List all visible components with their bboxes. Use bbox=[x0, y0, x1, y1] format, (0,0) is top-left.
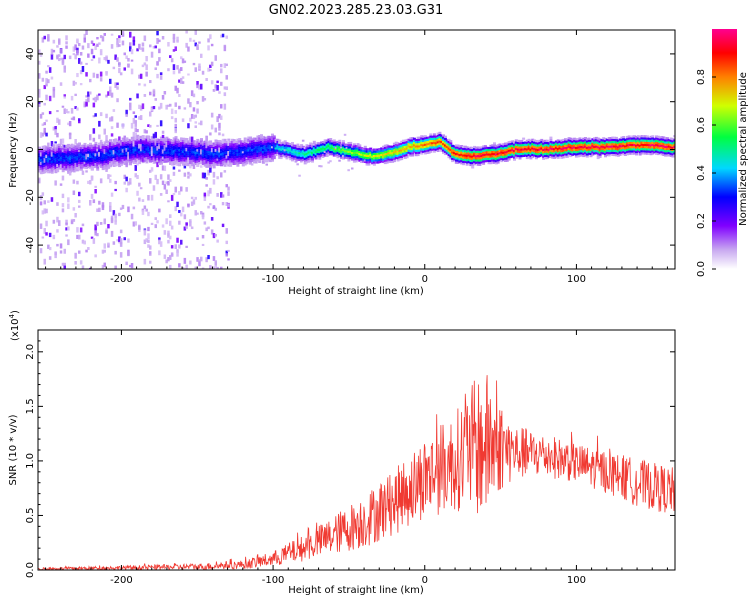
colorbar-label: Normalized spectral amplitude bbox=[738, 72, 749, 226]
snr-xtick-label: -200 bbox=[110, 575, 133, 586]
snr-xtick-label: 0 bbox=[422, 575, 428, 586]
colorbar-tick-label: 0.6 bbox=[696, 117, 707, 133]
spectrogram-xtick-label: 100 bbox=[567, 274, 586, 285]
colorbar-tick-label: 0.4 bbox=[696, 165, 707, 181]
spectrogram-ytick-label: -40 bbox=[25, 237, 36, 253]
snr-series-line bbox=[38, 375, 675, 570]
colorbar-ticks: 0.0 0.2 0.4 0.6 0.8 bbox=[696, 69, 716, 277]
snr-ylabel: SNR (10 * v/v) bbox=[8, 414, 19, 485]
snr-axes: -200 -100 0 100 0.0 0.5 1.0 1.5 2.0 bbox=[25, 330, 675, 586]
spectrogram-xtick-label: 0 bbox=[422, 274, 428, 285]
colorbar-tick-label: 0.8 bbox=[696, 69, 707, 85]
figure-title: GN02.2023.285.23.03.G31 bbox=[269, 3, 444, 18]
spectrogram-ytick-label: 0 bbox=[25, 146, 36, 152]
spectrogram-ytick-label: -20 bbox=[25, 189, 36, 205]
colorbar-tick-label: 0.2 bbox=[696, 213, 707, 229]
snr-panel: -200 -100 0 100 0.0 0.5 1.0 1.5 2.0 Height of st… bbox=[8, 310, 676, 596]
snr-ytick-label: 2.0 bbox=[25, 344, 36, 360]
colorbar-gradient bbox=[712, 29, 737, 269]
spectrogram-xlabel: Height of straight line (km) bbox=[288, 286, 424, 297]
spectrogram-xtick-label: -100 bbox=[262, 274, 285, 285]
spectrogram-ytick-label: 40 bbox=[25, 48, 36, 61]
snr-xtick-label: -100 bbox=[262, 575, 285, 586]
snr-ytick-label: 1.5 bbox=[25, 398, 36, 414]
spectrogram-xtick-label: -200 bbox=[110, 274, 133, 285]
spectrogram-ylabel: Frequency (Hz) bbox=[8, 112, 19, 188]
snr-xtick-label: 100 bbox=[567, 575, 586, 586]
colorbar-tick-label: 0.0 bbox=[696, 261, 707, 277]
snr-ytick-label: 0.5 bbox=[25, 508, 36, 524]
snr-ytick-label: 0.0 bbox=[25, 562, 36, 578]
snr-ytick-label: 1.0 bbox=[25, 453, 36, 469]
heatmap-cells bbox=[38, 30, 675, 269]
snr-multiplier: (x104) bbox=[8, 310, 21, 341]
spectrogram-ytick-label: 20 bbox=[25, 95, 36, 108]
colorbar: 0.0 0.2 0.4 0.6 0.8 Normalized spectral ampl… bbox=[696, 29, 749, 277]
snr-xlabel: Height of straight line (km) bbox=[288, 585, 424, 596]
